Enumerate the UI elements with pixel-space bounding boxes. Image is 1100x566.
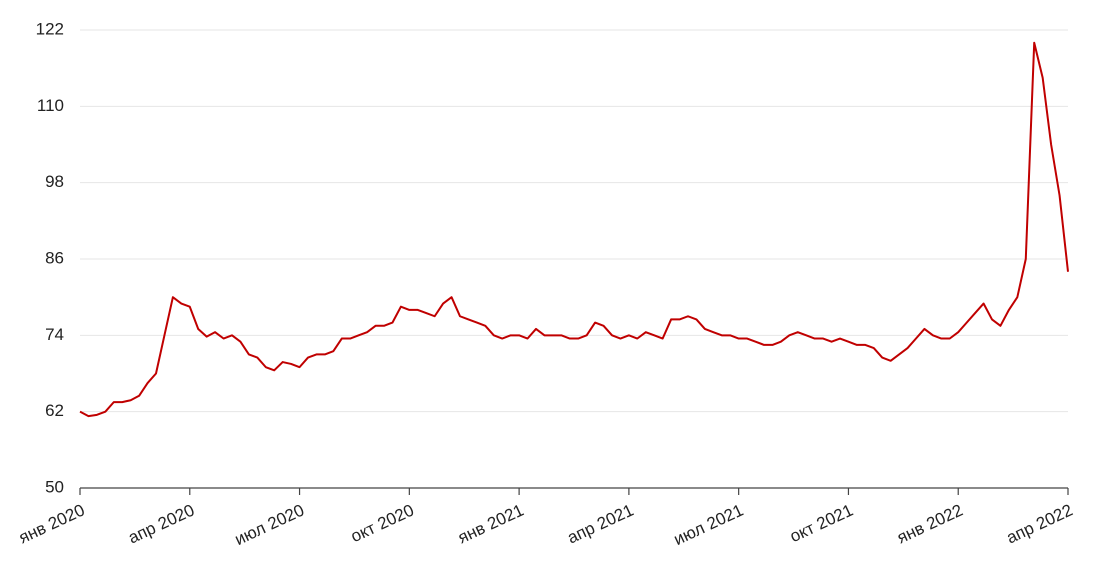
y-tick-label: 86: [45, 248, 64, 267]
y-tick-label: 98: [45, 172, 64, 191]
x-tick-label: янв 2021: [455, 500, 527, 547]
x-tick-label: янв 2020: [16, 500, 88, 547]
y-tick-label: 110: [37, 96, 64, 115]
y-tick-label: 62: [45, 401, 64, 420]
y-tick-label: 122: [36, 19, 64, 38]
x-tick-label: апр 2022: [1004, 500, 1076, 547]
x-tick-label: июл 2021: [671, 500, 746, 549]
x-tick-label: апр 2020: [125, 500, 197, 547]
x-tick-label: янв 2022: [894, 500, 966, 547]
line-series: [79, 41, 1069, 418]
y-tick-label: 50: [45, 477, 64, 496]
x-tick-label: июл 2020: [232, 500, 307, 549]
x-tick-label: окт 2020: [348, 500, 417, 546]
x-tick-label: окт 2021: [787, 500, 856, 546]
x-tick-label: апр 2021: [564, 500, 636, 547]
y-tick-label: 74: [45, 325, 64, 344]
